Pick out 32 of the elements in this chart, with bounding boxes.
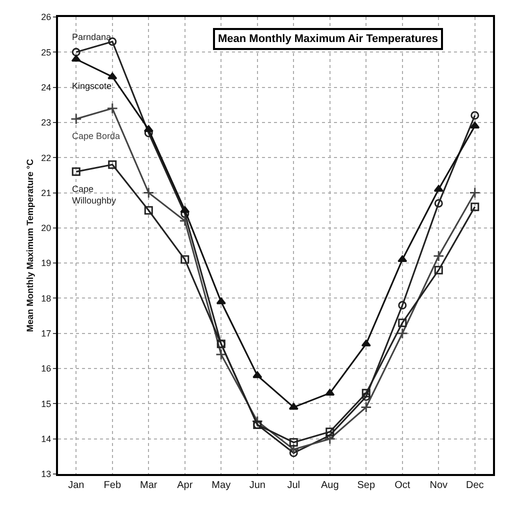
y-tick-label: 23 [41,118,52,128]
y-tick-label: 20 [41,223,52,234]
x-tick-label: Oct [394,480,410,491]
x-tick-label: Sep [357,480,376,491]
x-tick-label: Aug [320,480,339,491]
y-tick-label: 22 [41,152,52,163]
series-label: Parndana [72,32,112,42]
x-tick-label: Feb [104,480,122,491]
y-tick-label: 19 [41,258,52,268]
y-tick-label: 18 [41,293,52,304]
y-tick-label: 21 [41,188,52,198]
text: Mean Monthly Maximum Air Temperatures [218,33,438,45]
y-tick-label: 16 [41,364,52,374]
y-tick-label: 26 [41,12,52,22]
series-label: Kingscote [72,81,112,91]
series-label: Cape Borda [72,131,120,141]
y-tick-label: 15 [41,398,52,409]
x-tick-label: Mar [140,480,158,491]
x-tick-label: Jul [287,480,300,491]
y-tick-label: 17 [41,328,52,339]
x-tick-label: Nov [430,480,448,491]
y-axis-title: Mean Monthly Maximum Temperature °C [25,158,36,332]
x-tick-label: May [212,480,231,491]
x-tick-label: Jan [68,480,84,491]
x-tick-label: Apr [177,480,194,491]
y-tick-label: 25 [41,47,52,58]
y-tick-label: 13 [41,469,52,480]
series-label: Cape Willoughby [72,184,117,206]
x-tick-label: Jun [249,480,266,491]
y-tick-label: 24 [41,82,52,92]
y-tick-label: 14 [41,434,52,444]
x-tick-label: Dec [466,480,484,491]
